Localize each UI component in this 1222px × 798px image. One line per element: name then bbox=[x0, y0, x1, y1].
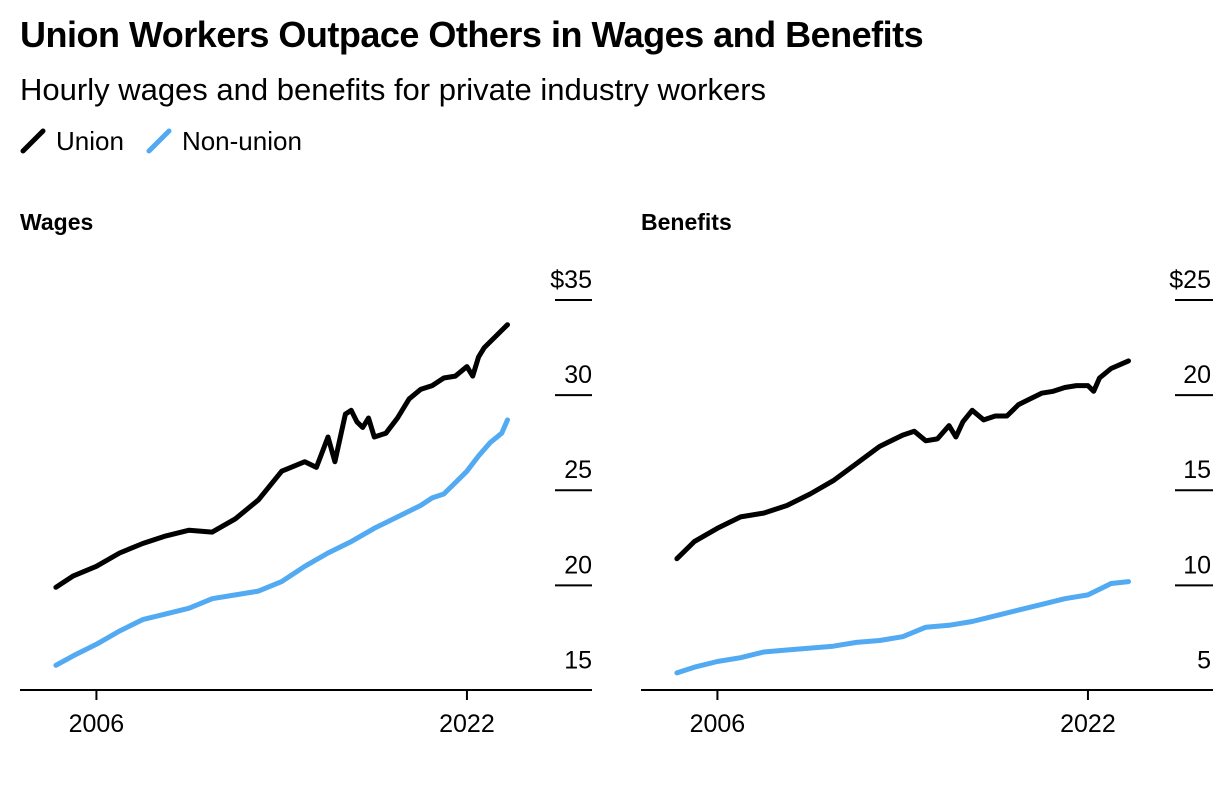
wages-y-tick-label: $35 bbox=[550, 266, 592, 294]
benefits-series-union bbox=[674, 358, 1131, 562]
benefits-panel-title: Benefits bbox=[641, 209, 732, 235]
legend-item-non-union: Non-union bbox=[146, 126, 302, 157]
benefits-x-tick-label: 2006 bbox=[690, 710, 746, 738]
wages-y-tick-label: 30 bbox=[564, 361, 592, 389]
wages-y-tick-label: 20 bbox=[564, 551, 592, 579]
legend-swatch-non-union bbox=[146, 128, 172, 154]
benefits-x-tick-label: 2022 bbox=[1060, 710, 1116, 738]
benefits-y-tick-label: 5 bbox=[1197, 646, 1211, 674]
legend-swatch-union bbox=[20, 128, 46, 154]
wages-series-union bbox=[53, 322, 510, 590]
benefits-y-tick-label: 20 bbox=[1183, 361, 1211, 389]
benefits-y-tick-label: 10 bbox=[1183, 551, 1211, 579]
benefits-y-tick-label: $25 bbox=[1169, 266, 1211, 294]
wages-panel-title: Wages bbox=[20, 209, 93, 235]
wages-y-tick-label: 25 bbox=[564, 456, 592, 484]
legend: Union Non-union bbox=[20, 124, 324, 158]
legend-label-non-union: Non-union bbox=[181, 125, 302, 156]
wages-x-tick-label: 2022 bbox=[439, 710, 495, 738]
legend-item-union: Union bbox=[20, 126, 124, 157]
wages-series-non-union bbox=[53, 417, 510, 668]
benefits-series-non-union bbox=[674, 579, 1131, 676]
chart-title: Union Workers Outpace Others in Wages an… bbox=[20, 14, 924, 55]
benefits-y-tick-label: 15 bbox=[1183, 456, 1211, 484]
chart-subtitle: Hourly wages and benefits for private in… bbox=[20, 72, 767, 107]
wages-x-tick-label: 2006 bbox=[69, 710, 125, 738]
wages-y-tick-label: 15 bbox=[564, 646, 592, 674]
legend-label-union: Union bbox=[56, 125, 124, 156]
